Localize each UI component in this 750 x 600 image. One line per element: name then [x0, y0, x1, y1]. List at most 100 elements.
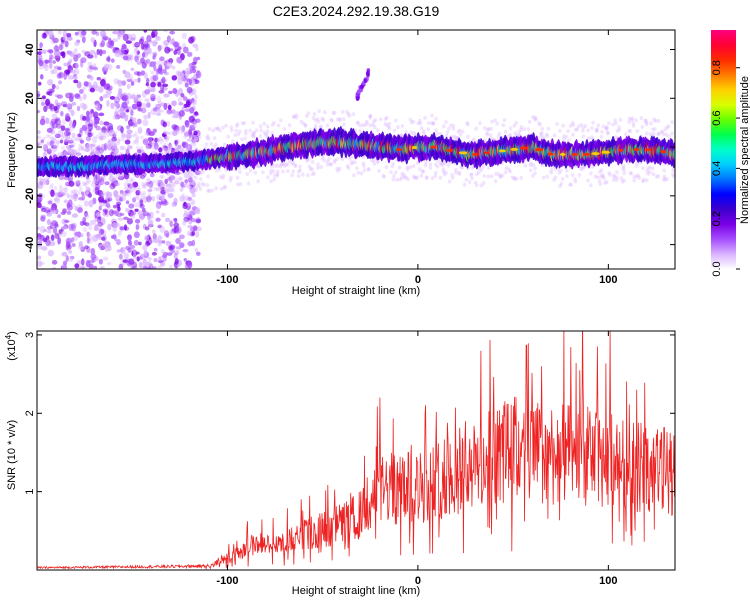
spectrogram-noise-cell [86, 112, 93, 120]
snr-y-ticks: 123 [24, 332, 675, 495]
spectrogram-noise-cell [62, 208, 67, 214]
spectrogram-noise-cell [191, 193, 196, 198]
spectrogram-noise-cell [37, 51, 42, 55]
spectrogram-halo-cell [605, 125, 609, 130]
spectrogram-halo-cell [94, 190, 98, 195]
spectrogram-noise-cell [171, 201, 178, 207]
spectrogram-noise-cell [142, 196, 149, 203]
spectrogram-halo-cell [533, 117, 538, 122]
spectrogram-halo-cell [599, 168, 604, 173]
spectrogram-noise-cell [108, 175, 115, 183]
spectrogram-halo-cell [162, 147, 167, 152]
spectrogram-noise-cell [138, 241, 142, 246]
spectrogram-halo-cell [533, 116, 537, 121]
spectrogram-noise-cell [165, 233, 170, 239]
spectrogram-noise-cell [116, 64, 121, 69]
spectrogram-noise-cell [37, 130, 41, 135]
spectrogram-halo-cell [72, 142, 76, 147]
spectrogram-halo-cell [462, 182, 467, 187]
spectrogram-halo-cell [352, 173, 356, 178]
spectrogram-noise-cell [81, 36, 86, 44]
spectrogram-halo-cell [624, 132, 628, 137]
spectrogram-noise-cell [167, 144, 173, 150]
spectrogram-halo-cell [85, 191, 90, 196]
spectrogram-halo-cell [262, 130, 267, 135]
spectrogram-noise-cell [133, 239, 139, 246]
spectrogram-halo-cell [371, 158, 376, 163]
spectrogram-halo-cell [64, 176, 68, 181]
spectrogram-halo-cell [557, 170, 562, 175]
spectrogram-halo-cell [644, 120, 649, 125]
spectrogram-noise-cell [81, 124, 88, 131]
spectrogram-halo-cell [423, 163, 428, 168]
spectrogram-halo-cell [451, 126, 456, 131]
spectrogram-halo-cell [386, 124, 391, 129]
spectrogram-halo-cell [158, 186, 163, 191]
spectrogram-halo-cell [305, 158, 309, 163]
spectrogram-noise-cell [84, 189, 91, 197]
spectrogram-halo-cell [216, 126, 220, 131]
spectrogram-noise-cell [166, 252, 173, 256]
spectrogram-halo-cell [641, 178, 646, 183]
spectrogram-halo-cell [128, 190, 132, 195]
spectrogram-noise-cell [82, 226, 88, 233]
spectrogram-halo-cell [224, 123, 228, 128]
spectrogram-noise-cell [94, 103, 101, 110]
spectrogram-noise-cell [181, 32, 187, 40]
spectrogram-halo-cell [409, 130, 414, 135]
spectrogram-noise-cell [102, 93, 108, 99]
spectrogram-halo-cell [90, 182, 95, 187]
spectrogram-noise-cell [187, 184, 192, 190]
spectrogram-noise-cell [98, 85, 104, 93]
spectrogram-halo-cell [419, 126, 424, 131]
spectrogram-noise-cell [157, 259, 164, 264]
spectrogram-noise-cell [181, 192, 185, 201]
spectrogram-noise-cell [117, 175, 125, 181]
spectrogram-noise-cell [129, 244, 136, 250]
spectrogram-halo-cell [117, 137, 122, 142]
spectrogram-peak-cell [547, 152, 554, 156]
spectrogram-noise-cell [100, 143, 107, 152]
spectrogram-noise-cell [173, 197, 178, 206]
spectrogram-halo-cell [238, 166, 242, 171]
spectrogram-noise-cell [81, 266, 88, 269]
spectrogram-noise-cell [103, 63, 110, 70]
spectrogram-noise-cell [126, 145, 132, 150]
spectrogram-halo-cell [154, 146, 158, 151]
spectrogram-noise-cell [37, 236, 43, 245]
spectrogram-halo-cell [345, 110, 349, 115]
spectrogram-noise-cell [118, 174, 125, 178]
snr-series-line [37, 331, 675, 570]
spectrogram-noise-cell [132, 197, 137, 203]
spectrogram-noise-cell [196, 79, 200, 84]
spectrogram-halo-cell [434, 170, 438, 175]
spectrogram-halo-cell [351, 112, 356, 117]
spectrogram-noise-cell [101, 36, 108, 42]
spectrogram-halo-cell [607, 171, 611, 176]
spectrogram-halo-cell [152, 179, 156, 184]
spectrogram-noise-cell [182, 141, 189, 149]
spectrogram-noise-cell [46, 79, 54, 86]
spectrogram-noise-cell [157, 109, 162, 113]
spectrogram-halo-cell [143, 181, 147, 186]
spectrogram-noise-cell [142, 244, 148, 251]
spectrogram-halo-cell [531, 115, 535, 120]
spectrogram-noise-cell [137, 97, 142, 103]
spectrogram-halo-cell [431, 121, 436, 126]
spectrogram-noise-cell [175, 110, 182, 116]
spectrogram-noise-cell [162, 78, 167, 82]
spectrogram-halo-cell [111, 144, 116, 149]
spectrogram-halo-cell [280, 161, 284, 166]
spectrogram-noise-cell [37, 226, 40, 230]
spectrogram-halo-cell [316, 165, 320, 170]
spectrogram-halo-cell [598, 182, 603, 187]
figure-title: C2E3.2024.292.19.38.G19 [273, 3, 440, 19]
spectrogram-halo-cell [409, 120, 414, 125]
spectrogram-halo-cell [662, 174, 667, 179]
spectrogram-halo-cell [218, 128, 222, 133]
spectrogram-noise-cell [111, 210, 117, 215]
spectrogram-halo-cell [519, 127, 524, 132]
spectrogram-halo-cell [665, 125, 670, 130]
spectrogram-noise-cell [54, 119, 62, 125]
spectrogram-noise-cell [158, 109, 165, 113]
